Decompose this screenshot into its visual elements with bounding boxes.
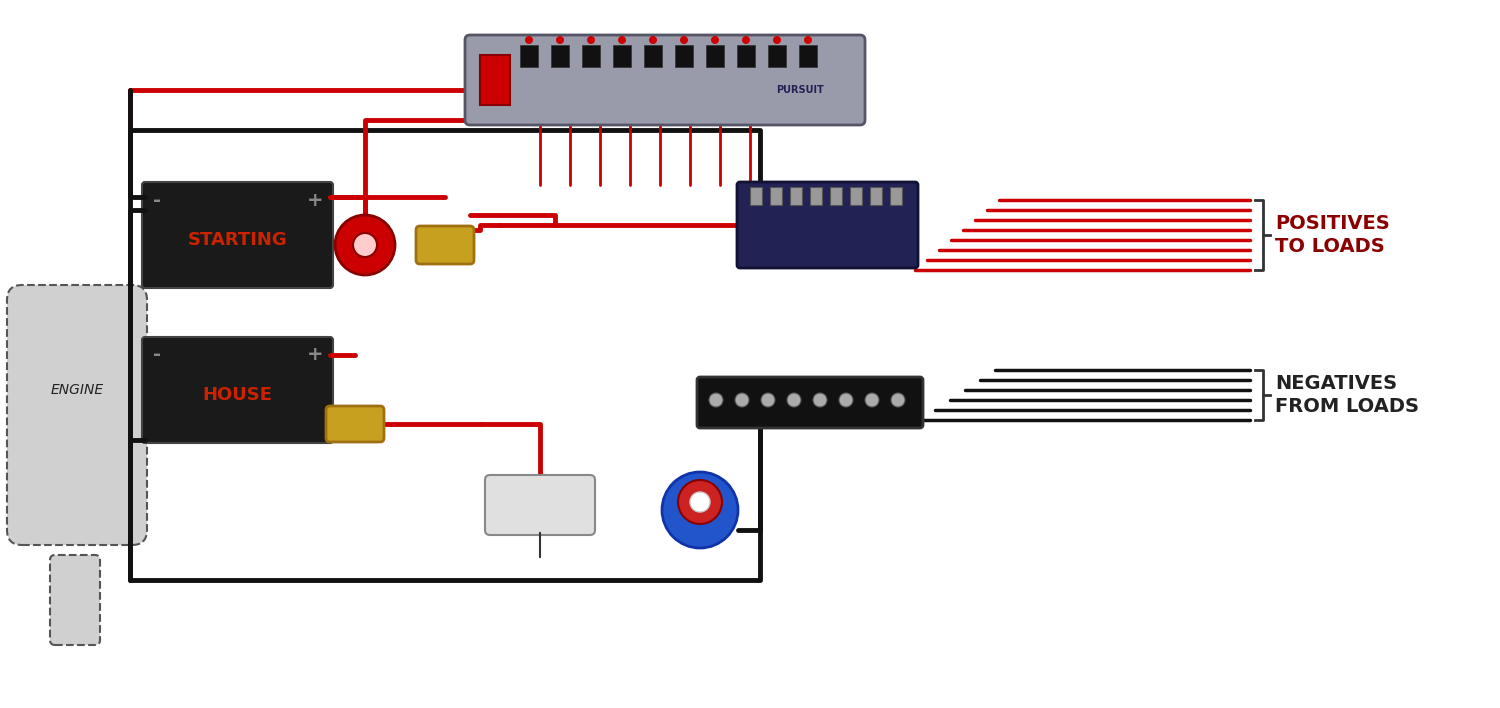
Bar	[810, 187, 822, 205]
Circle shape	[772, 36, 782, 44]
Bar	[614, 45, 632, 67]
FancyBboxPatch shape	[465, 35, 866, 125]
Bar	[644, 45, 662, 67]
Text: POSITIVES
TO LOADS: POSITIVES TO LOADS	[1275, 214, 1389, 256]
Bar	[870, 187, 882, 205]
FancyBboxPatch shape	[416, 226, 474, 264]
FancyBboxPatch shape	[50, 555, 100, 645]
FancyBboxPatch shape	[8, 285, 147, 545]
FancyBboxPatch shape	[698, 377, 922, 428]
Text: STARTING: STARTING	[188, 231, 288, 249]
Circle shape	[813, 393, 826, 407]
Bar	[675, 45, 693, 67]
Circle shape	[735, 393, 748, 407]
Circle shape	[525, 36, 532, 44]
Bar	[830, 187, 842, 205]
Circle shape	[804, 36, 812, 44]
Circle shape	[710, 393, 723, 407]
Circle shape	[760, 393, 776, 407]
Circle shape	[711, 36, 718, 44]
Circle shape	[352, 233, 376, 257]
Circle shape	[839, 393, 854, 407]
Text: -: -	[153, 346, 160, 365]
Text: NEGATIVES
FROM LOADS: NEGATIVES FROM LOADS	[1275, 374, 1419, 416]
Circle shape	[891, 393, 904, 407]
Bar	[800, 45, 818, 67]
Text: -: -	[153, 190, 160, 210]
FancyBboxPatch shape	[142, 182, 333, 288]
Bar	[520, 45, 538, 67]
Text: HOUSE: HOUSE	[202, 386, 273, 404]
Circle shape	[662, 472, 738, 548]
Circle shape	[742, 36, 750, 44]
FancyBboxPatch shape	[484, 475, 596, 535]
Text: +: +	[306, 346, 324, 365]
Bar	[770, 187, 782, 205]
Bar	[706, 45, 724, 67]
FancyBboxPatch shape	[142, 337, 333, 443]
Bar	[850, 187, 862, 205]
Circle shape	[650, 36, 657, 44]
FancyBboxPatch shape	[736, 182, 918, 268]
Circle shape	[334, 215, 394, 275]
Circle shape	[678, 480, 722, 524]
Circle shape	[680, 36, 688, 44]
Bar	[480, 55, 510, 105]
Circle shape	[586, 36, 596, 44]
Bar	[750, 187, 762, 205]
FancyBboxPatch shape	[326, 406, 384, 442]
Circle shape	[690, 492, 709, 512]
Text: +: +	[306, 190, 324, 210]
Circle shape	[556, 36, 564, 44]
Text: ENGINE: ENGINE	[51, 383, 104, 397]
Text: PURSUIT: PURSUIT	[776, 85, 824, 95]
Bar	[582, 45, 600, 67]
Circle shape	[788, 393, 801, 407]
Circle shape	[865, 393, 879, 407]
Bar	[768, 45, 786, 67]
Bar	[736, 45, 754, 67]
Bar	[550, 45, 568, 67]
Bar	[790, 187, 802, 205]
Bar	[890, 187, 902, 205]
Circle shape	[618, 36, 626, 44]
